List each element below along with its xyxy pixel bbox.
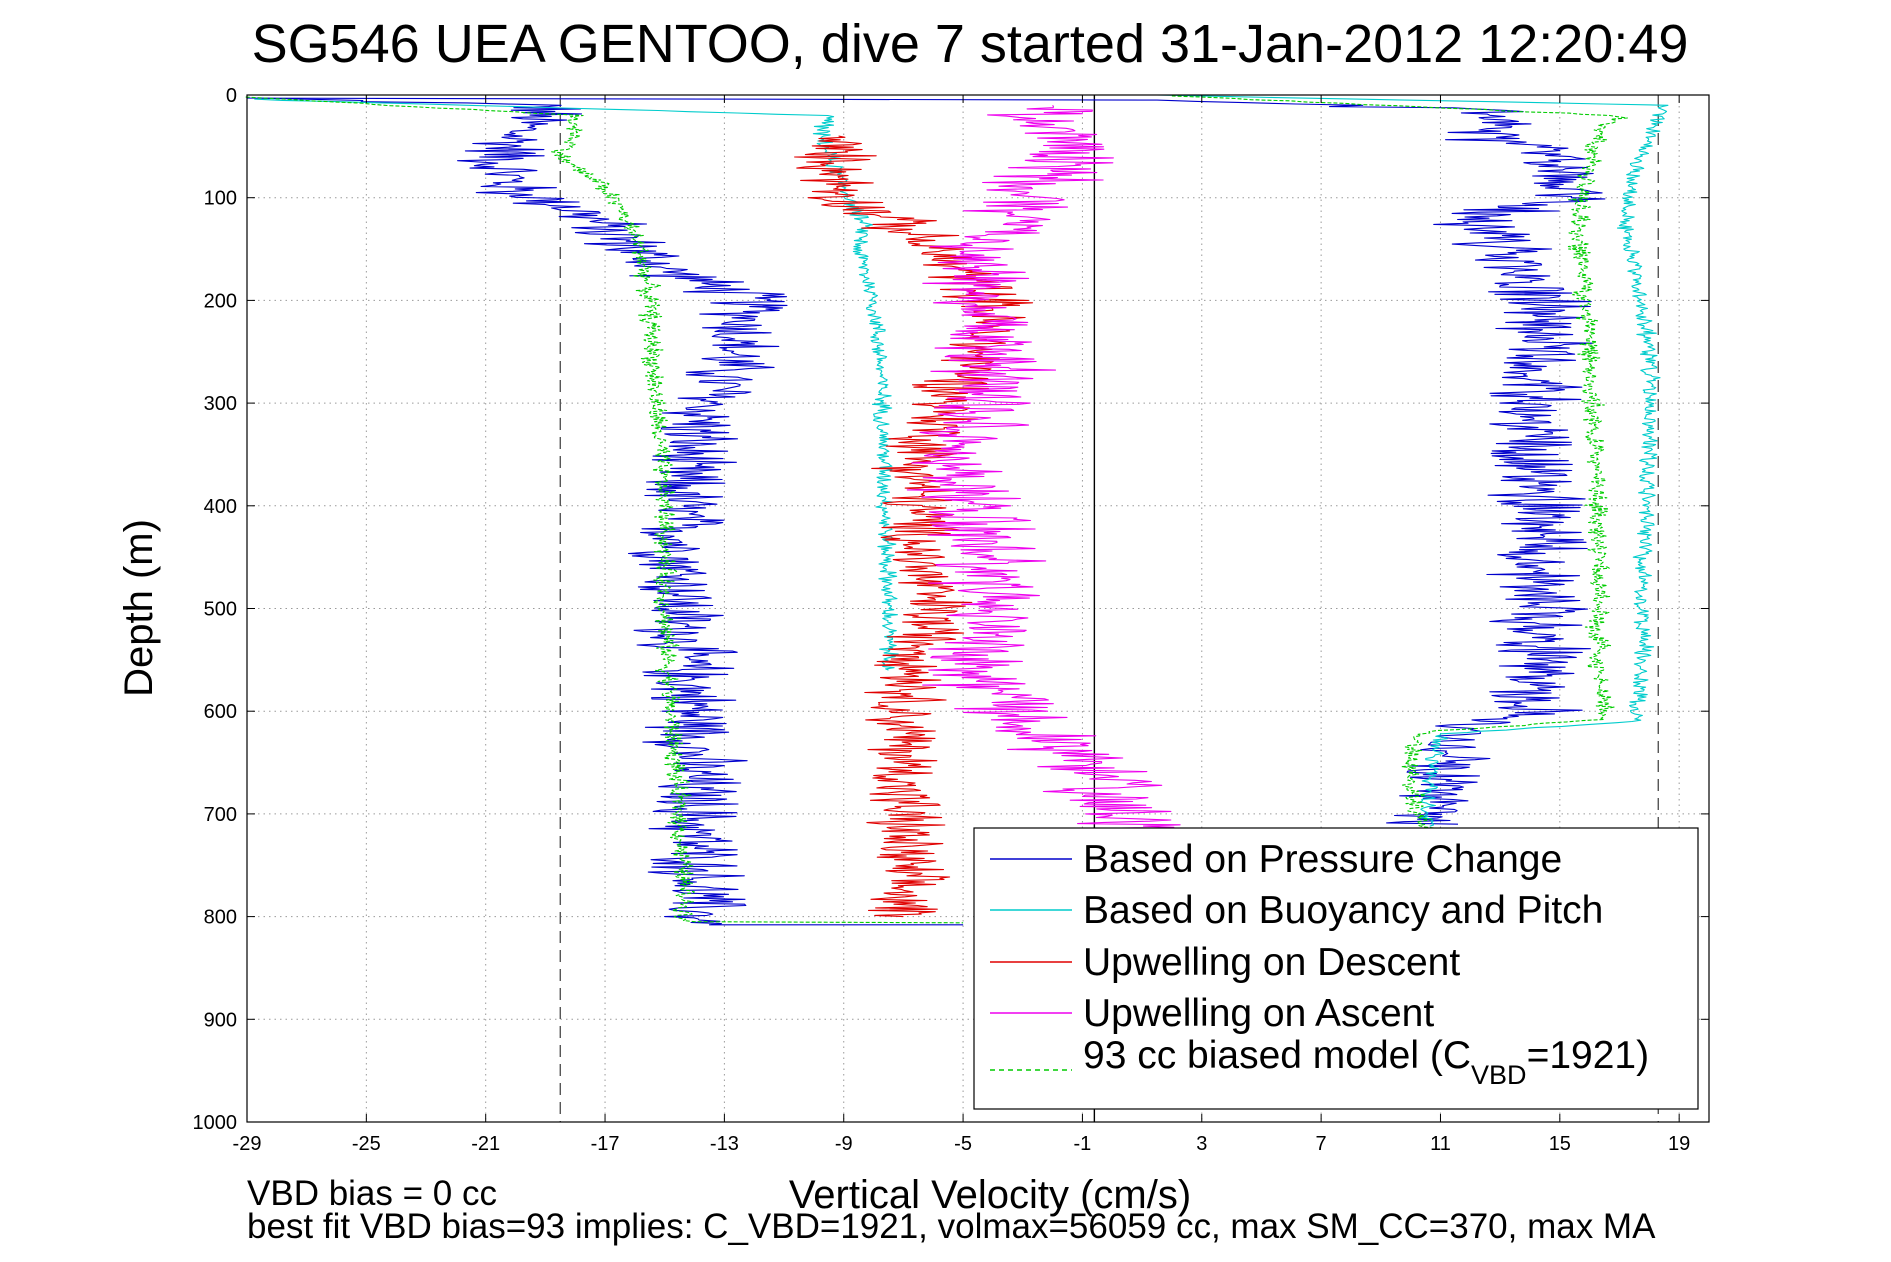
x-tick-label: -29 — [233, 1133, 262, 1155]
x-tick-label: -5 — [954, 1133, 972, 1155]
y-tick-label: 600 — [204, 701, 237, 723]
x-tick-label: -21 — [471, 1133, 500, 1155]
annotation-vbd-bias: VBD bias = 0 cc — [247, 1174, 497, 1213]
x-tick-label: -13 — [710, 1133, 739, 1155]
y-tick-label: 800 — [204, 907, 237, 929]
x-tick-label: 3 — [1196, 1133, 1207, 1155]
series-line-based-on-buoyancy-and-pitch-ascent — [1156, 94, 1669, 827]
legend-label-buoyancy: Based on Buoyancy and Pitch — [1083, 889, 1603, 932]
data-series — [245, 94, 1669, 926]
x-tick-label: 11 — [1430, 1133, 1451, 1155]
y-tick-label: 300 — [204, 393, 237, 415]
series-line-based-on-pressure-change-ascent — [246, 97, 1606, 825]
x-tick-label: -9 — [835, 1133, 853, 1155]
x-axis-label: Vertical Velocity (cm/s) — [789, 1173, 1191, 1217]
y-axis-ticks: 0 100 200 300 400 500 600 700 800 900 1000 — [193, 85, 1709, 1134]
y-tick-label: 200 — [204, 290, 237, 312]
legend-label-upwelling-ascent: Upwelling on Ascent — [1083, 992, 1434, 1035]
y-axis-label: Depth (m) — [117, 519, 161, 697]
x-tick-label: 7 — [1316, 1133, 1327, 1155]
series-line-93-cc-biased-model-c-vbd-1921-descent — [245, 96, 964, 924]
legend-label-biased-model-tail: =1921) — [1527, 1034, 1650, 1077]
y-tick-label: 400 — [204, 496, 237, 518]
legend: Based on Pressure Change Based on Buoyan… — [973, 827, 1699, 1110]
y-tick-label: 900 — [204, 1009, 237, 1031]
x-tick-label: -17 — [591, 1133, 620, 1155]
x-tick-label: -25 — [352, 1133, 381, 1155]
x-tick-label: 19 — [1668, 1133, 1690, 1155]
y-tick-label: 700 — [204, 804, 237, 826]
x-tick-label: 15 — [1549, 1133, 1571, 1155]
annotation-best-fit: best fit VBD bias=93 implies: C_VBD=1921… — [247, 1207, 1656, 1246]
x-axis-ticks: -29 -25 -21 -17 -13 -9 -5 -1 3 7 11 15 19 — [233, 95, 1690, 1155]
legend-label-biased-model-main: 93 cc biased model (C — [1083, 1034, 1471, 1077]
legend-label-pressure: Based on Pressure Change — [1083, 838, 1562, 881]
y-tick-label: 500 — [204, 599, 237, 621]
y-tick-label: 100 — [204, 188, 237, 210]
legend-box — [973, 827, 1699, 1110]
series-line-upwelling-on-ascent-ascent — [906, 104, 1200, 861]
chart-title: SG546 UEA GENTOO, dive 7 started 31-Jan-… — [252, 14, 1689, 74]
y-tick-label: 1000 — [193, 1112, 238, 1134]
x-tick-label: -1 — [1074, 1133, 1092, 1155]
legend-label-biased-model-subscript: VBD — [1471, 1060, 1527, 1090]
series-line-93-cc-biased-model-c-vbd-1921-ascent — [1171, 95, 1628, 830]
y-tick-label: 0 — [226, 85, 237, 107]
legend-label-upwelling-descent: Upwelling on Descent — [1083, 941, 1460, 984]
legend-label-biased-model: 93 cc biased model (CVBD=1921) — [1083, 1034, 1649, 1090]
